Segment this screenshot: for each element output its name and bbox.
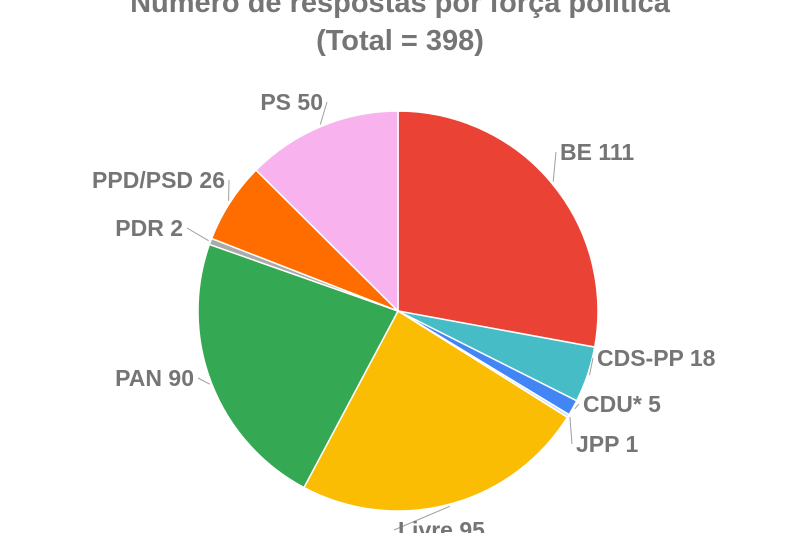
- slice-label: PAN 90: [115, 365, 194, 391]
- pie-slice-livre: [302, 309, 569, 512]
- leader-line: [393, 505, 451, 531]
- leader-line: [552, 151, 557, 182]
- slice-label: CDS-PP 18: [597, 345, 716, 371]
- leader-line: [186, 227, 209, 242]
- pie-slices: [197, 110, 599, 512]
- pie-slice-ps: [254, 110, 399, 313]
- leader-line: [319, 101, 328, 125]
- slice-labels: BE 111 CDS-PP 18 CDU* 5 JPP 1 Livre 95 PAN 90…: [92, 89, 716, 533]
- slice-label: PS 50: [260, 89, 323, 115]
- pie-slice-be: [397, 110, 599, 348]
- leader-line: [574, 403, 580, 410]
- slice-label: Livre 95: [398, 517, 485, 533]
- label-leader-lines: [186, 101, 594, 531]
- leader-line: [569, 416, 573, 445]
- pie-slice-pan: [197, 243, 400, 489]
- slice-label: JPP 1: [576, 431, 638, 457]
- slice-label: CDU* 5: [583, 391, 661, 417]
- chart-title: Número de respostas por força política (…: [0, 0, 800, 60]
- chart-subtitle: (Total = 398): [316, 25, 484, 57]
- chart-title-line: Número de respostas por força política: [130, 0, 670, 19]
- slice-label: BE 111: [560, 139, 634, 165]
- slice-label: PDR 2: [115, 215, 183, 241]
- leader-line: [197, 377, 210, 385]
- leader-line: [589, 357, 594, 376]
- slice-label: PPD/PSD 26: [92, 167, 225, 193]
